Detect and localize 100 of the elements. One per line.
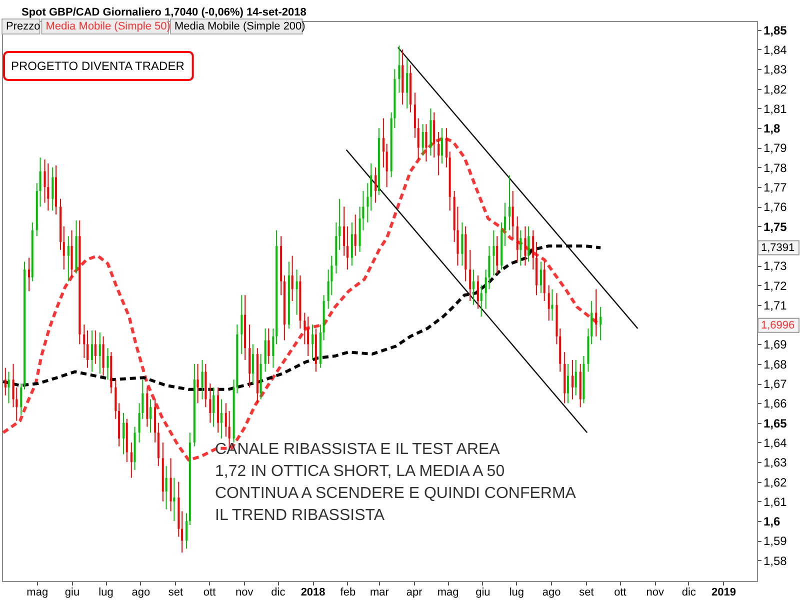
- y-tick-label: 1,71: [764, 298, 788, 312]
- candlestick: [528, 226, 530, 262]
- x-tick-label: dic: [682, 586, 696, 598]
- candlestick: [469, 249, 472, 302]
- candlestick: [212, 386, 215, 428]
- candlestick: [440, 128, 443, 164]
- y-tick-label: 1,78: [764, 160, 788, 175]
- candlestick: [551, 288, 554, 322]
- x-tick-label: dic: [271, 586, 286, 598]
- candlestick: [296, 269, 298, 316]
- candlestick: [252, 344, 254, 384]
- candlestick: [433, 112, 436, 158]
- y-tick-label: 1,77: [764, 180, 788, 195]
- candlestick: [70, 230, 73, 278]
- candlestick: [150, 398, 152, 434]
- candlestick: [571, 359, 574, 400]
- candlestick: [508, 174, 510, 231]
- x-tick-label: 2018: [300, 586, 326, 598]
- x-tick-label: nov: [236, 586, 254, 598]
- x-tick-label: mar: [370, 586, 390, 598]
- candlestick: [28, 257, 30, 292]
- candlestick: [291, 255, 294, 302]
- y-tick-label: 1,72: [764, 278, 788, 293]
- candlestick: [170, 458, 172, 512]
- y-tick-label: 1,69: [764, 338, 788, 352]
- candlestick: [472, 269, 474, 306]
- candlestick: [91, 330, 94, 372]
- candlestick: [268, 328, 270, 364]
- candlestick: [512, 190, 514, 239]
- y-tick-label: 1,64: [764, 436, 788, 450]
- x-tick-label: ott: [203, 586, 216, 598]
- candlestick: [548, 284, 550, 322]
- candlestick: [374, 166, 377, 204]
- candlestick: [343, 206, 346, 256]
- y-tick-label: 1,58: [764, 554, 788, 568]
- candlestick: [532, 230, 534, 270]
- candlestick: [304, 312, 306, 345]
- candlestick: [83, 324, 86, 358]
- candlestick: [504, 202, 506, 246]
- x-tick-label: feb: [340, 586, 356, 598]
- candlestick: [461, 222, 464, 266]
- candlestick: [543, 261, 546, 302]
- candlestick: [350, 222, 353, 266]
- candlestick: [272, 328, 274, 368]
- chart-title: Spot GBP/CAD Giornaliero 1,7040 (-0,06%) 14-set-2018: [22, 6, 306, 18]
- y-tick-label: 1,82: [764, 82, 788, 96]
- candlestick: [382, 118, 384, 168]
- y-tick-label: 1,6: [764, 514, 781, 529]
- candlestick: [425, 124, 428, 162]
- y-tick-label: 1,67: [764, 377, 788, 392]
- candlestick: [186, 512, 188, 550]
- candlestick: [422, 124, 424, 156]
- candlestick: [600, 306, 602, 341]
- y-tick-label: 1,66: [764, 396, 788, 411]
- candlestick: [62, 226, 65, 270]
- annotation: Prezzo: [6, 20, 40, 32]
- candlestick: [524, 226, 526, 266]
- candlestick: [98, 332, 101, 374]
- candlestick: [165, 466, 168, 510]
- y-tick-label: 1,79: [764, 141, 788, 156]
- candlestick: [209, 383, 212, 424]
- y-tick-label: 1,73: [764, 259, 788, 274]
- candlestick: [201, 359, 204, 400]
- candlestick: [114, 379, 117, 420]
- y-tick-label: 1,75: [764, 220, 788, 234]
- candlestick: [398, 45, 400, 94]
- x-tick-label: 2019: [712, 586, 736, 598]
- candlestick: [39, 157, 42, 208]
- annotation: CANALE RIBASSISTA E IL TEST AREA 1,72 IN OTTICA SHORT, LA MEDIA A 50 CONTINUA A SCENDERE E QUINDI CONFERMA IL TREND RIBASSISTA: [215, 441, 576, 524]
- candlestick: [346, 226, 348, 270]
- candlestick: [338, 198, 341, 250]
- candlestick: [307, 316, 310, 357]
- x-tick-label: mag: [437, 586, 459, 598]
- y-tick-label: 1,65: [764, 416, 788, 430]
- x-tick-label: ott: [614, 586, 626, 598]
- candlestick: [4, 367, 6, 396]
- candlestick: [445, 128, 448, 168]
- candlestick: [220, 398, 222, 440]
- candlestick: [574, 359, 577, 396]
- candlestick: [106, 348, 109, 380]
- candlestick: [264, 328, 266, 372]
- y-tick-label: 1,62: [764, 475, 788, 490]
- annotation: PROGETTO DIVENTA TRADER: [11, 59, 185, 73]
- candlestick: [370, 162, 372, 212]
- candlestick: [173, 477, 176, 522]
- candlestick: [224, 402, 227, 438]
- text: Media Mobile (Simple 200): [174, 20, 306, 32]
- x-tick-label: giu: [64, 586, 80, 598]
- candlestick: [196, 363, 199, 404]
- x-tick-label: apr: [406, 586, 423, 598]
- candlestick: [595, 288, 598, 337]
- x-tick-label: lug: [98, 586, 114, 598]
- text: 1,6996: [761, 319, 795, 332]
- candlestick: [438, 132, 440, 176]
- x-tick-label: set: [579, 586, 594, 598]
- y-tick-label: 1,84: [764, 42, 788, 57]
- candlestick: [414, 92, 416, 138]
- candlestick: [67, 236, 70, 282]
- x-tick-label: lug: [509, 586, 524, 598]
- candlestick: [102, 336, 104, 376]
